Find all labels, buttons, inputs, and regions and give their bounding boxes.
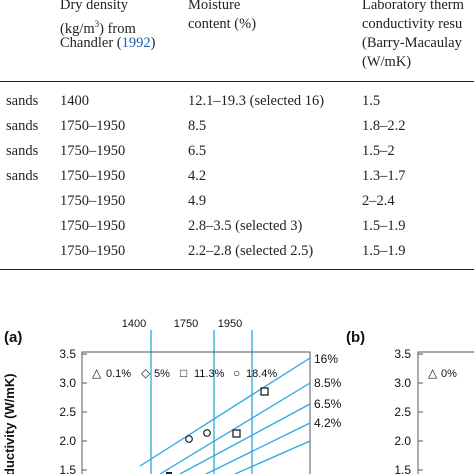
density-label-1400: 1400 — [122, 318, 146, 330]
cell-soil: sands — [6, 118, 39, 134]
moisture-line-extra — [234, 440, 311, 474]
density-label-1950: 1950 — [218, 318, 242, 330]
density-label-1750: 1750 — [174, 318, 198, 330]
cell-conductivity: 1.5–1.9 — [362, 243, 406, 259]
plot-frame-b — [417, 351, 474, 474]
legend-symbol-circle: ○ — [233, 366, 240, 380]
cell-soil: sands — [6, 93, 39, 109]
cell-moisture: 4.2 — [188, 168, 207, 184]
moisture-line-4-2 — [205, 422, 311, 474]
citation-link[interactable]: 1992 — [121, 35, 151, 51]
cell-soil: sands — [6, 168, 39, 184]
panel-b-label: (b) — [346, 329, 365, 346]
moisture-label: 6.5% — [314, 397, 342, 411]
y-tick-label: 2.5 — [59, 405, 76, 419]
cell-density: 1750–1950 — [60, 218, 126, 234]
cell-conductivity: 2–2.4 — [362, 193, 395, 209]
y-axis-label: ductivity (W/mK) — [2, 373, 17, 474]
y-tick-label: 3.5 — [394, 347, 411, 361]
header-dry-density-line3: Chandler (1992) — [60, 35, 156, 51]
cell-density: 1750–1950 — [60, 193, 126, 209]
legend-label: 5% — [154, 368, 170, 380]
figure-panels: (a) ductivity (W/mK) 1400 1750 1950 3.5 … — [2, 318, 474, 474]
legend-label: 18.4% — [246, 368, 277, 380]
moisture-label: 8.5% — [314, 376, 342, 390]
cell-density: 1750–1950 — [60, 118, 126, 134]
legend-symbol-diamond: ◇ — [141, 366, 151, 380]
moisture-line-8-5 — [159, 382, 311, 474]
y-tick-label: 3.0 — [59, 376, 76, 390]
header-lab-line4: (W/mK) — [362, 54, 412, 70]
header-lab-line1: Laboratory therm — [362, 0, 464, 13]
moisture-label: 4.2% — [314, 416, 342, 430]
y-tick-label: 2.0 — [394, 434, 411, 448]
cell-conductivity: 1.8–2.2 — [362, 118, 406, 134]
y-tick-label: 3.0 — [394, 376, 411, 390]
y-tick-label: 2.0 — [59, 434, 76, 448]
legend-symbol-triangle: △ — [428, 366, 438, 380]
legend-symbol-triangle: △ — [92, 366, 102, 380]
data-point-square — [232, 429, 241, 438]
panel-a-label: (a) — [4, 329, 22, 346]
cell-moisture: 6.5 — [188, 143, 207, 159]
data-point-circle — [185, 435, 193, 443]
data-point-circle — [203, 429, 211, 437]
header-moisture-line2: content (%) — [188, 16, 257, 32]
cell-moisture: 2.2–2.8 (selected 2.5) — [188, 243, 314, 259]
header-lab-line3: (Barry-Macaulay — [362, 35, 462, 51]
data-point-square — [260, 387, 269, 396]
moisture-line-16 — [139, 357, 311, 467]
cell-density: 1750–1950 — [60, 168, 126, 184]
cell-conductivity: 1.3–1.7 — [362, 168, 406, 184]
legend-a: △ 0.1% ◇ 5% □ 11.3% ○ 18.4% — [92, 366, 277, 380]
cell-conductivity: 1.5–1.9 — [362, 218, 406, 234]
header-moisture-line1: Moisture — [188, 0, 241, 13]
cell-density: 1750–1950 — [60, 143, 126, 159]
header-dry-density-line1: Dry density — [60, 0, 129, 13]
header-dry-density-line2: (kg/m3) from — [60, 19, 136, 37]
data-point-square — [166, 472, 172, 474]
cell-moisture: 12.1–19.3 (selected 16) — [188, 93, 325, 109]
cell-density: 1750–1950 — [60, 243, 126, 259]
legend-label: 0% — [441, 368, 457, 380]
cell-moisture: 4.9 — [188, 193, 207, 209]
y-tick-label: 3.5 — [59, 347, 76, 361]
y-tick-label: 2.5 — [394, 405, 411, 419]
moisture-label: 16% — [314, 352, 338, 366]
cell-density: 1400 — [60, 93, 89, 109]
y-tick-label: 1.5 — [59, 463, 76, 474]
cell-moisture: 2.8–3.5 (selected 3) — [188, 218, 303, 234]
plot-frame-a — [81, 351, 311, 474]
cell-conductivity: 1.5 — [362, 93, 381, 109]
table-header-rule — [0, 81, 474, 83]
cell-moisture: 8.5 — [188, 118, 207, 134]
table-bottom-rule — [0, 269, 474, 271]
moisture-line-6-5 — [179, 403, 311, 474]
y-tick-label: 1.5 — [394, 463, 411, 474]
cell-soil: sands — [6, 143, 39, 159]
legend-symbol-square: □ — [180, 366, 187, 380]
header-lab-line2: conductivity resu — [362, 16, 463, 32]
legend-label: 0.1% — [106, 368, 131, 380]
legend-label: 11.3% — [194, 368, 225, 380]
cell-conductivity: 1.5–2 — [362, 143, 395, 159]
